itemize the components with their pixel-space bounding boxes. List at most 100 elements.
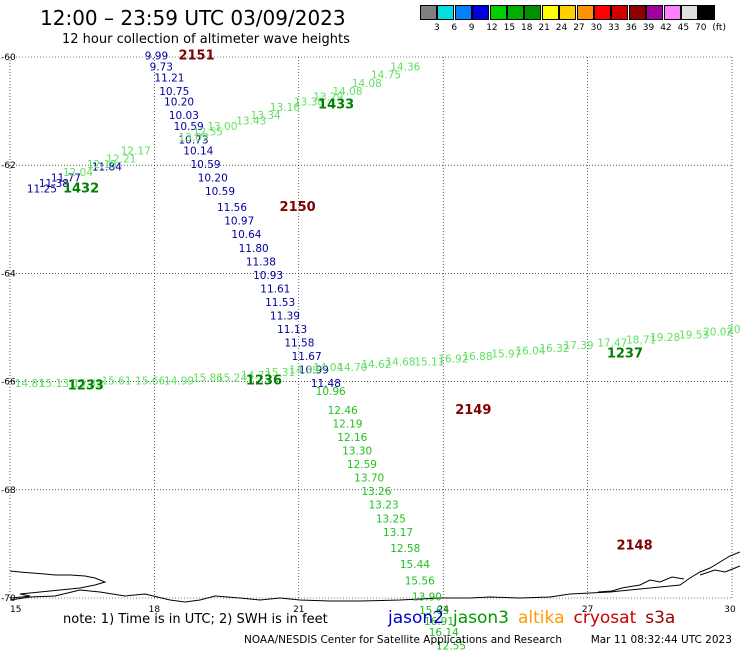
colorbar-label: 36 — [625, 23, 637, 33]
colorbar-swatch — [507, 5, 524, 20]
colorbar-label: 9 — [468, 23, 475, 33]
swh-value-label: 12.19 — [332, 419, 362, 431]
satellite-legend: jason2 jason3 altika cryosat s3a — [388, 608, 684, 628]
legend-entry: jason3 — [453, 608, 509, 628]
colorbar-label: 42 — [660, 23, 672, 33]
swh-value-label: 16.32 — [539, 343, 569, 355]
swh-value-label: 13.70 — [354, 473, 384, 485]
colorbar-swatch — [472, 5, 490, 20]
swh-value-label: 10.73 — [178, 135, 208, 147]
legend-entry: s3a — [645, 608, 676, 628]
swh-value-label: 10.96 — [316, 386, 346, 398]
swh-value-label: 10.97 — [224, 216, 254, 228]
colorbar-swatch — [698, 5, 716, 20]
y-tick-label: -64 — [1, 269, 16, 279]
swh-value-label: 16.92 — [438, 354, 468, 366]
swh-value-label: 10.03 — [169, 110, 199, 122]
swh-value-label: 12.16 — [337, 432, 367, 444]
colorbar-label: 39 — [642, 23, 655, 33]
colorbar-label: 30 — [590, 23, 603, 33]
swh-value-label: 15.61 — [101, 375, 131, 387]
pass-number-label: 2149 — [455, 403, 491, 418]
swh-value-label: 14.36 — [390, 62, 420, 74]
swh-value-label: 15.31 — [265, 367, 295, 379]
pass-number-label: 1432 — [63, 181, 99, 196]
legend-entry: cryosat — [573, 608, 637, 628]
swh-value-label: 10.59 — [174, 121, 204, 133]
colorbar-label: 6 — [451, 23, 458, 33]
swh-value-label: 13.29 — [313, 91, 343, 103]
y-tick-label: -60 — [1, 53, 16, 63]
swh-value-label: 15.97 — [491, 348, 521, 360]
swh-value-label: 17.47 — [597, 337, 627, 349]
swh-value-label: 11.58 — [284, 337, 314, 349]
swh-value-label: 11.61 — [260, 283, 290, 295]
swh-value-label: 14.81 — [15, 378, 45, 390]
y-tick-label: -66 — [1, 378, 16, 388]
swh-value-label: 11.39 — [270, 310, 300, 322]
swh-value-label: 9.73 — [150, 62, 173, 74]
swh-value-label: 13.25 — [376, 513, 406, 525]
chart-title: 12:00 – 23:59 UTC 03/09/2023 — [40, 6, 346, 30]
pass-number-label: 2150 — [280, 200, 316, 215]
x-tick-label: 15 — [10, 605, 21, 615]
x-tick-label: 24 — [437, 605, 449, 615]
swh-value-label: 13.38 — [294, 97, 324, 109]
swh-value-label: 11.67 — [292, 351, 322, 363]
x-tick-label: 27 — [582, 605, 593, 615]
swh-value-label: 13.00 — [207, 121, 237, 133]
x-tick-label: 18 — [149, 605, 161, 615]
colorbar-swatch — [663, 5, 681, 20]
colorbar-label: 24 — [555, 23, 568, 33]
swh-value-label: 14.62 — [361, 359, 391, 371]
swh-value-label: 15.66 — [135, 375, 165, 387]
footer-credit: NOAA/NESDIS Center for Satellite Applica… — [244, 634, 562, 646]
swh-value-label: 12.55 — [193, 126, 223, 138]
colorbar-label: (ft) — [712, 23, 726, 33]
swh-value-label: 12.58 — [390, 543, 420, 555]
swh-value-label: 15.33 — [73, 378, 103, 390]
y-tick-labels: -60 -62 -64 -66 -68 -70 — [1, 53, 16, 604]
swh-value-label: 14.08 — [332, 86, 362, 98]
coastline — [9, 551, 740, 603]
swh-value-label: 10.14 — [183, 145, 213, 157]
swh-value-label: 13.23 — [369, 500, 399, 512]
pass-number-label: 1236 — [246, 373, 282, 388]
colorbar-swatch — [420, 5, 437, 20]
swh-value-label: 14.73 — [241, 370, 271, 382]
swh-value-label: 16.14 — [429, 627, 459, 639]
x-tick-label: 30 — [724, 605, 736, 615]
swh-value-label: 10.59 — [191, 159, 221, 171]
swh-value-label: 11.48 — [311, 378, 341, 390]
swh-value-label: 11.77 — [51, 172, 81, 184]
swh-value-label: 13.90 — [412, 592, 442, 604]
swh-value-label: 12.17 — [121, 145, 151, 157]
colorbar-label: 70 — [695, 23, 707, 33]
swh-value-label: 16.88 — [462, 351, 492, 363]
coastline-path — [597, 576, 685, 593]
swh-value-label: 15.56 — [405, 575, 435, 587]
colorbar-swatch — [681, 5, 698, 20]
footer-timestamp: Mar 11 08:32:44 UTC 2023 — [590, 634, 732, 646]
x-tick-labels: 15 18 21 24 27 30 — [10, 605, 736, 615]
swh-value-label: 15.24 — [217, 373, 247, 385]
swh-value-label: 14.70 — [337, 362, 367, 374]
y-tick-label: -62 — [1, 161, 16, 171]
colorbar-swatch — [611, 5, 629, 20]
legend-entry: altika — [518, 608, 565, 628]
swh-value-label: 12.46 — [328, 405, 358, 417]
coastline-path — [9, 551, 740, 603]
swh-value-label: 16.04 — [515, 346, 545, 358]
swh-value-label: 10.99 — [299, 364, 329, 376]
colorbar-label: 21 — [538, 23, 550, 33]
swh-value-label: 14.75 — [371, 70, 401, 82]
colorbar-swatch — [541, 5, 559, 20]
swh-value-label: 19.53 — [679, 329, 709, 341]
y-tick-label: -68 — [1, 486, 16, 496]
swh-value-label: 10.20 — [198, 172, 228, 184]
swh-value-label: 13.26 — [361, 486, 391, 498]
pass-number-label: 2148 — [616, 538, 652, 553]
swh-value-label: 11.84 — [92, 162, 122, 174]
swh-value-label: 12.55 — [436, 640, 466, 650]
swh-value-label: 13.03 — [178, 132, 208, 144]
